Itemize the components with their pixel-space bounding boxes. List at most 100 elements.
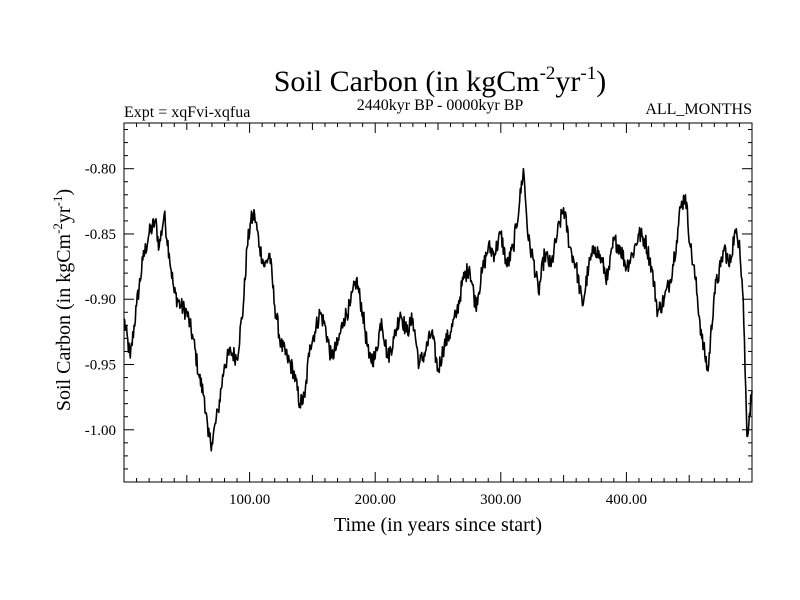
experiment-label: Expt = xqFvi-xqfua	[124, 104, 250, 121]
data-point	[362, 312, 363, 313]
data-point	[538, 292, 539, 293]
data-point	[500, 233, 501, 234]
data-point	[626, 266, 627, 267]
data-point	[645, 240, 646, 241]
data-point	[651, 266, 652, 267]
data-point	[569, 246, 570, 247]
data-point	[638, 233, 639, 234]
data-point	[425, 351, 426, 352]
data-point	[324, 325, 325, 326]
data-point	[381, 318, 382, 319]
data-point	[663, 299, 664, 300]
data-point	[685, 194, 686, 195]
y-axis-label: Soil Carbon (in kgCm-2yr-1)	[50, 189, 75, 411]
data-point	[481, 273, 482, 274]
data-point	[690, 246, 691, 247]
data-point	[734, 233, 735, 234]
plot-area-frame	[123, 122, 753, 483]
data-point	[264, 266, 265, 267]
data-point	[400, 312, 401, 313]
data-point	[274, 305, 275, 306]
data-point	[130, 357, 131, 358]
time-range-label: 2440kyr BP - 0000kyr BP	[357, 97, 524, 114]
data-point	[230, 351, 231, 352]
data-point	[613, 240, 614, 241]
data-point	[174, 292, 175, 293]
data-point	[204, 397, 205, 398]
data-point	[746, 436, 747, 437]
months-label: ALL_MONTHS	[645, 101, 752, 118]
data-point	[437, 370, 438, 371]
data-point	[343, 318, 344, 319]
data-point	[375, 357, 376, 358]
y-tick-label: -0.85	[85, 227, 116, 243]
y-axis-label-end: )	[53, 189, 75, 196]
data-point	[349, 305, 350, 306]
data-point	[695, 279, 696, 280]
data-point	[513, 246, 514, 247]
data-point	[218, 410, 219, 411]
data-point	[208, 436, 209, 437]
data-point	[444, 344, 445, 345]
data-point	[269, 253, 270, 254]
data-point	[680, 207, 681, 208]
data-point	[280, 344, 281, 345]
data-point	[368, 357, 369, 358]
data-point	[469, 266, 470, 267]
data-point	[563, 207, 564, 208]
data-point	[519, 201, 520, 202]
data-point	[657, 312, 658, 313]
data-point	[523, 168, 524, 169]
data-point	[533, 259, 534, 260]
data-point	[594, 246, 595, 247]
data-point	[254, 214, 255, 215]
x-tick-label: 300.00	[480, 492, 521, 508]
data-point	[293, 370, 294, 371]
y-tick-label: -1.00	[85, 423, 116, 439]
data-point	[304, 397, 305, 398]
data-point	[259, 246, 260, 247]
data-point	[743, 299, 744, 300]
data-point	[576, 266, 577, 267]
data-point	[186, 312, 187, 313]
data-point	[142, 259, 143, 260]
data-point	[246, 246, 247, 247]
data-point	[463, 279, 464, 280]
chart-title-main: Soil Carbon (in kgCm	[274, 65, 540, 98]
data-point	[456, 312, 457, 313]
x-tick-label: 400.00	[606, 492, 647, 508]
data-point	[450, 331, 451, 332]
data-point	[528, 240, 529, 241]
y-tick-label: -0.80	[85, 162, 116, 178]
series-line-soil-carbon	[123, 167, 753, 452]
data-point	[314, 331, 315, 332]
y-axis-label-mid: yr	[53, 206, 75, 223]
data-point	[557, 233, 558, 234]
data-point	[544, 253, 545, 254]
x-tick-label: 100.00	[229, 492, 270, 508]
x-axis-ticks: 100.00 200.00 300.00 400.00	[136, 123, 740, 508]
data-point	[720, 266, 721, 267]
data-point	[632, 253, 633, 254]
data-point	[676, 240, 677, 241]
data-point	[155, 220, 156, 221]
data-point	[331, 357, 332, 358]
data-point	[309, 344, 310, 345]
y-axis-ticks: -1.00 -0.95 -0.90 -0.85 -0.80	[85, 129, 752, 483]
data-point	[123, 318, 124, 319]
data-point	[431, 331, 432, 332]
data-point	[739, 240, 740, 241]
y-tick-label: -0.90	[85, 292, 116, 308]
x-tick-label: 200.00	[355, 492, 396, 508]
data-point	[506, 266, 507, 267]
data-point	[751, 390, 752, 391]
data-point	[236, 357, 237, 358]
data-point	[588, 266, 589, 267]
data-point	[180, 305, 181, 306]
data-point	[169, 253, 170, 254]
chart-title-mid: yr	[555, 65, 580, 98]
data-point	[494, 253, 495, 254]
data-point	[164, 214, 165, 215]
series-layer	[123, 167, 753, 452]
data-point	[488, 246, 489, 247]
